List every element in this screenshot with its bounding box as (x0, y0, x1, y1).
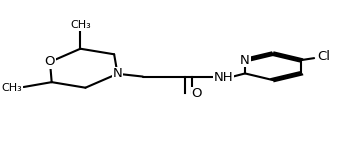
Text: O: O (191, 87, 202, 101)
Text: N: N (113, 67, 122, 80)
Text: CH₃: CH₃ (70, 20, 91, 30)
Text: CH₃: CH₃ (1, 83, 22, 93)
Text: Cl: Cl (318, 50, 331, 62)
Text: N: N (240, 54, 250, 67)
Text: O: O (45, 55, 55, 68)
Text: NH: NH (214, 71, 234, 84)
